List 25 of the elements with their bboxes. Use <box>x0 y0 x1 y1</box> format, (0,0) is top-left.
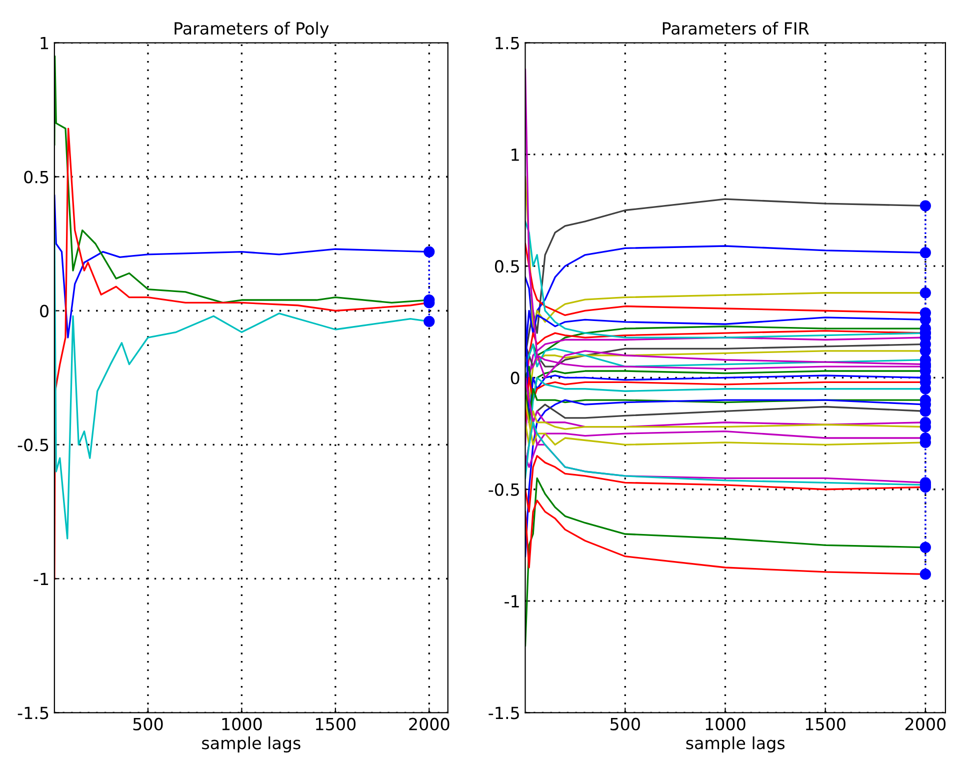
y-tick-label: -0.5 <box>488 483 519 496</box>
y-tick-label: 1 <box>40 36 48 50</box>
y-tick-label: -1.5 <box>488 706 519 720</box>
x-axis-title: sample lags <box>686 736 785 753</box>
y-tick-label: -1 <box>504 595 519 608</box>
chart-title: Parameters of FIR <box>662 22 809 35</box>
x-tick-label: 2000 <box>905 718 946 730</box>
x-tick-label: 1500 <box>316 718 356 730</box>
chart-title: Parameters of Poly <box>174 22 329 38</box>
y-tick-label: 1.5 <box>496 36 519 50</box>
y-tick-label: -0.5 <box>18 438 48 452</box>
y-tick-label: 1 <box>512 148 519 161</box>
y-tick-label: -1 <box>34 572 48 586</box>
y-tick-label: 0 <box>510 372 520 384</box>
x-tick-label: 500 <box>133 718 163 730</box>
y-tick-label: -1.5 <box>18 706 48 720</box>
x-tick-label: 2000 <box>409 718 450 730</box>
x-tick-label: 1000 <box>706 718 746 730</box>
y-tick-label: 0 <box>40 304 48 318</box>
x-tick-label: 1500 <box>806 718 846 730</box>
x-tick-label: 500 <box>610 718 640 730</box>
y-tick-label: 0.5 <box>494 260 519 273</box>
x-tick-label: 1000 <box>222 718 262 730</box>
x-axis-title: sample lags <box>202 736 300 753</box>
y-tick-label: 0.5 <box>24 170 48 184</box>
